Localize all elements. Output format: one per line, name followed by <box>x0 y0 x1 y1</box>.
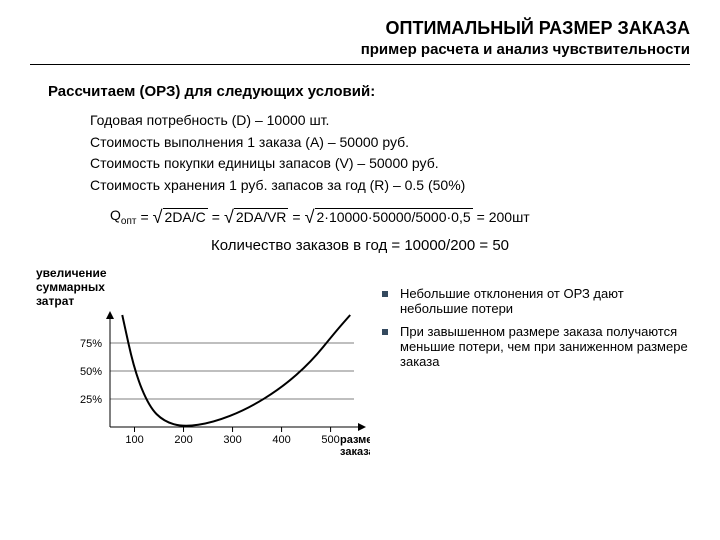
svg-text:50%: 50% <box>80 366 102 378</box>
bullet-text: При завышенном размере заказа получаются… <box>400 324 690 369</box>
svg-text:размер: размер <box>340 434 370 446</box>
sqrt-2: √2DA/VR <box>224 208 288 226</box>
svg-text:300: 300 <box>223 434 241 446</box>
equals-sign: = <box>140 209 148 225</box>
bullet-icon <box>382 329 388 335</box>
condition-item: Стоимость покупки единицы запасов (V) – … <box>90 153 690 175</box>
formula-lhs: Qопт <box>110 207 136 227</box>
equals-sign: = <box>212 209 220 225</box>
svg-text:100: 100 <box>125 434 143 446</box>
chart-y-axis-title: увеличение суммарных затрат <box>36 266 370 309</box>
bullet-item: Небольшие отклонения от ОРЗ дают небольш… <box>382 286 690 316</box>
orders-per-year: Количество заказов в год = 10000/200 = 5… <box>30 237 690 254</box>
equals-sign: = <box>292 209 300 225</box>
condition-item: Годовая потребность (D) – 10000 шт. <box>90 110 690 132</box>
condition-item: Стоимость хранения 1 руб. запасов за год… <box>90 175 690 197</box>
bullet-item: При завышенном размере заказа получаются… <box>382 324 690 369</box>
page-subtitle: пример расчета и анализ чувствительности <box>30 41 690 58</box>
conditions-list: Годовая потребность (D) – 10000 шт. Стои… <box>90 110 690 197</box>
formula: Qопт = √2DA/C = √2DA/VR = √2·10000·50000… <box>110 207 690 227</box>
condition-item: Стоимость выполнения 1 заказа (A) – 5000… <box>90 132 690 154</box>
formula-result: = 200шт <box>477 209 530 225</box>
calc-heading: Рассчитаем (ОРЗ) для следующих условий: <box>48 83 690 100</box>
svg-text:заказа: заказа <box>340 446 370 458</box>
sqrt-1: √2DA/C <box>153 208 208 226</box>
page-title: ОПТИМАЛЬНЫЙ РАЗМЕР ЗАКАЗА <box>30 18 690 39</box>
sqrt-3: √2·10000·50000/5000·0,5 <box>305 208 473 226</box>
svg-text:400: 400 <box>272 434 290 446</box>
svg-text:75%: 75% <box>80 338 102 350</box>
svg-text:25%: 25% <box>80 394 102 406</box>
bullet-text: Небольшие отклонения от ОРЗ дают небольш… <box>400 286 690 316</box>
bullet-icon <box>382 291 388 297</box>
svg-text:200: 200 <box>174 434 192 446</box>
svg-text:500: 500 <box>321 434 339 446</box>
chart-container: увеличение суммарных затрат 25% 50% 75% 100… <box>30 266 370 461</box>
bullets-list: Небольшие отклонения от ОРЗ дают небольш… <box>370 266 690 377</box>
sensitivity-chart: 25% 50% 75% 100 200 300 400 500размерзаказа <box>30 311 370 461</box>
title-divider <box>30 64 690 65</box>
